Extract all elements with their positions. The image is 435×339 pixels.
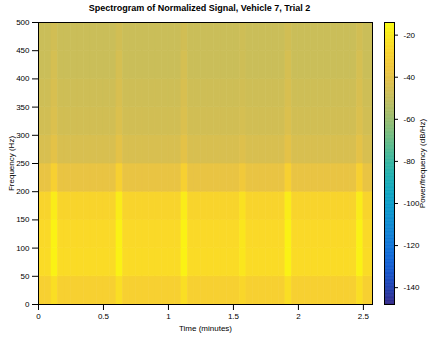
svg-text:0: 0 — [36, 312, 41, 321]
svg-text:-80: -80 — [404, 157, 416, 166]
svg-text:-120: -120 — [404, 241, 421, 250]
svg-text:-40: -40 — [404, 73, 416, 82]
svg-text:500: 500 — [16, 18, 30, 27]
svg-text:100: 100 — [16, 244, 30, 253]
svg-text:1.5: 1.5 — [228, 312, 240, 321]
svg-text:-60: -60 — [404, 115, 416, 124]
svg-text:0.5: 0.5 — [98, 312, 110, 321]
html-text:Spectrogram of Normalized Sign: Spectrogram of Normalized Signal, Vehicl… — [88, 3, 311, 13]
svg-text:200: 200 — [16, 187, 30, 196]
svg-text:50: 50 — [21, 272, 30, 281]
svg-text:-100: -100 — [403, 199, 420, 208]
svg-text:0: 0 — [25, 300, 30, 309]
svg-text:150: 150 — [16, 215, 30, 224]
svg-text:400: 400 — [16, 74, 30, 83]
svg-text:-20: -20 — [404, 31, 416, 40]
svg-text:2.5: 2.5 — [358, 312, 370, 321]
svg-text:250: 250 — [16, 159, 30, 168]
svg-text:2: 2 — [296, 312, 301, 321]
svg-text:Time (minutes): Time (minutes) — [179, 324, 232, 333]
svg-text:-140: -140 — [404, 283, 421, 292]
svg-text:300: 300 — [16, 131, 30, 140]
svg-text:350: 350 — [16, 103, 30, 112]
svg-text:Frequency (Hz): Frequency (Hz) — [7, 136, 16, 191]
svg-text:450: 450 — [16, 46, 30, 55]
svg-text:1: 1 — [166, 312, 171, 321]
svg-text:Power/frequency (dB/Hz): Power/frequency (dB/Hz) — [418, 118, 427, 208]
